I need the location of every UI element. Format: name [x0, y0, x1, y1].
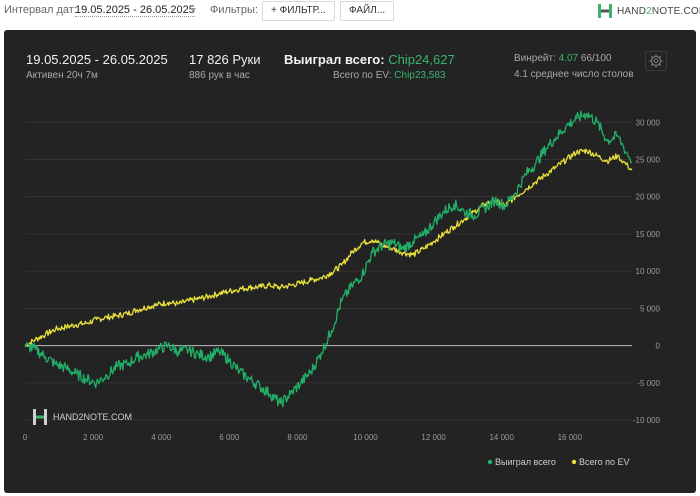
series-line	[24, 148, 633, 348]
y-tick-label: 30 000	[636, 118, 661, 127]
chart-legend: Выиграл всего Всего по EV	[487, 457, 629, 467]
top-toolbar: Интервал дат: 19.05.2025 - 26.05.2025 Фи…	[0, 0, 700, 24]
y-tick-label: 15 000	[636, 230, 661, 239]
interval-label: Интервал дат:	[4, 4, 77, 16]
won-total: Выиграл всего: Chip24,627	[284, 52, 455, 67]
settings-button[interactable]	[645, 51, 667, 71]
bankroll-chart: 30 000 25 000 20 000 15 000 10 000 5 000 0 -5 0…	[23, 110, 661, 467]
legend-item[interactable]: Выиграл всего	[495, 457, 556, 467]
y-tick-label: -5 000	[637, 379, 660, 388]
filters-label: Фильтры:	[210, 4, 258, 16]
avg-tables: 4.1 среднее число столов	[514, 69, 634, 80]
legend-marker	[571, 459, 577, 465]
x-tick-label: 12 000	[421, 433, 446, 442]
interval-select[interactable]: 19.05.2025 - 26.05.2025	[75, 4, 195, 17]
y-tick-label: 10 000	[636, 267, 661, 276]
watermark-text: HAND2NOTE.COM	[53, 412, 133, 422]
x-tick-label: 14 000	[489, 433, 514, 442]
x-tick-label: 2 000	[83, 433, 104, 442]
chart-watermark: HAND2NOTE.COM	[32, 408, 132, 426]
file-button[interactable]: ФАЙЛ...	[340, 1, 395, 21]
legend-item[interactable]: Всего по EV	[579, 457, 629, 467]
ev-total: Всего по EV: Chip23,583	[333, 70, 446, 81]
hand2note-logo-icon	[598, 4, 612, 18]
x-tick-label: 10 000	[353, 433, 378, 442]
winrate: Винрейт: 4.07 66/100	[514, 53, 612, 64]
x-tick-label: 0	[23, 433, 28, 442]
add-filter-button[interactable]: + ФИЛЬТР...	[262, 1, 335, 21]
results-panel: 19.05.2025 - 26.05.2025 Активен 20ч 7м 1…	[4, 30, 696, 493]
chart-grid	[25, 121, 632, 421]
chevron-down-icon[interactable]	[188, 5, 198, 15]
hand2note-logo-icon	[33, 409, 47, 425]
brand-logo: HAND2NOTE.COM	[597, 2, 700, 20]
y-tick-label: 5 000	[640, 304, 661, 313]
y-tick-label: -10 000	[633, 416, 661, 425]
x-tick-label: 16 000	[558, 433, 583, 442]
legend-marker	[487, 459, 493, 465]
y-tick-label: 25 000	[636, 156, 661, 165]
hands-per-hour: 886 рук в час	[189, 70, 250, 81]
x-tick-label: 6 000	[219, 433, 240, 442]
chart-series	[24, 110, 633, 408]
x-tick-label: 8 000	[287, 433, 308, 442]
hands-count: 17 826 Руки	[189, 52, 261, 67]
y-tick-label: 20 000	[636, 193, 661, 202]
x-tick-label: 4 000	[151, 433, 172, 442]
series-line	[24, 110, 633, 408]
gear-icon	[649, 54, 663, 68]
active-time: Активен 20ч 7м	[26, 70, 98, 81]
date-range: 19.05.2025 - 26.05.2025	[26, 52, 168, 67]
x-axis-ticks: 0 2 000 4 000 6 000 8 000 10 000 12 000 14 000 1…	[23, 433, 583, 442]
y-axis-ticks: 30 000 25 000 20 000 15 000 10 000 5 000 0 -5 0…	[633, 118, 661, 425]
y-tick-label: 0	[656, 342, 661, 351]
brand-logo-text: HAND2NOTE.COM	[617, 5, 700, 17]
